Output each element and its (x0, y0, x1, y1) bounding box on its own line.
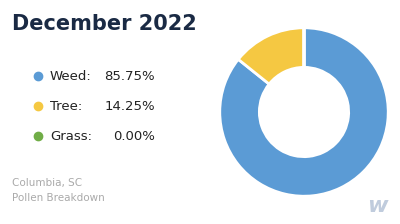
Text: Pollen Breakdown: Pollen Breakdown (12, 193, 105, 203)
Text: Columbia, SC: Columbia, SC (12, 178, 82, 188)
Text: Tree:: Tree: (50, 99, 82, 112)
Text: 14.25%: 14.25% (104, 99, 155, 112)
Text: Grass:: Grass: (50, 129, 92, 142)
Text: 85.75%: 85.75% (104, 69, 155, 82)
Text: 0.00%: 0.00% (113, 129, 155, 142)
Wedge shape (220, 28, 388, 196)
Text: December 2022: December 2022 (12, 14, 197, 34)
Text: w: w (368, 196, 388, 216)
Text: Weed:: Weed: (50, 69, 92, 82)
Wedge shape (238, 28, 304, 84)
